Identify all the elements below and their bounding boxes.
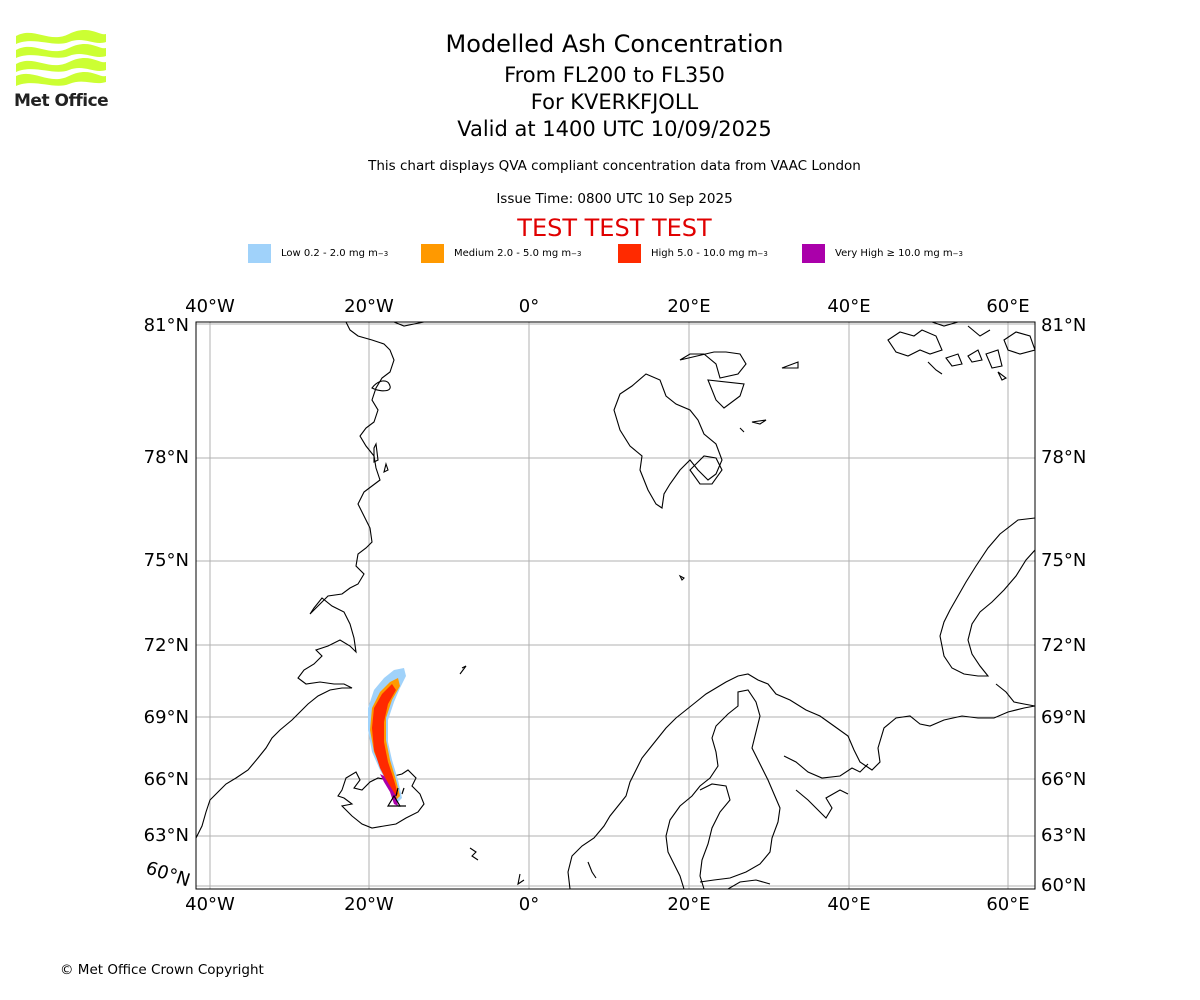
- lat-label-corner: 60°N: [143, 857, 193, 891]
- lon-label-top-0: 40°W: [185, 296, 235, 317]
- map-frame: [195, 321, 1036, 890]
- lon-label-top-1: 20°W: [344, 296, 394, 317]
- novaya-zemlya-coastline: [939, 517, 1035, 677]
- lat-label-left-2: 75°N: [144, 550, 189, 571]
- issue-time: Issue Time: 0800 UTC 10 Sep 2025: [496, 191, 733, 207]
- lon-label-bottom-0: 40°W: [185, 894, 235, 915]
- lon-label-bottom-2: 0°: [519, 894, 539, 915]
- greenland-coastline: [196, 322, 395, 839]
- ash-very-high-region: [380, 774, 398, 806]
- legend-item-high: High 5.0 - 10.0 mg m −3: [618, 244, 768, 263]
- axis-labels: 40°W 20°W 0° 20°E 40°E 60°E 40°W 20°W 0°…: [143, 296, 1086, 915]
- copyright-notice: © Met Office Crown Copyright: [60, 962, 264, 978]
- lat-label-left-3: 72°N: [144, 635, 189, 656]
- lat-label-left-5: 66°N: [144, 769, 189, 790]
- legend-swatch-very-high: [802, 244, 825, 263]
- lat-label-right-6: 63°N: [1041, 825, 1086, 846]
- chart-description: This chart displays QVA compliant concen…: [368, 158, 861, 174]
- lat-label-right-5: 66°N: [1041, 769, 1086, 790]
- lon-label-top-2: 0°: [519, 296, 539, 317]
- legend-label-very-high: Very High ≥ 10.0 mg m: [835, 248, 953, 259]
- lat-label-left-4: 69°N: [144, 707, 189, 728]
- lat-label-right-2: 75°N: [1041, 550, 1086, 571]
- flight-level-range: From FL200 to FL350: [504, 63, 725, 87]
- met-office-logo: [14, 29, 109, 112]
- iceland-coastline: [337, 769, 425, 829]
- coastlines: [196, 322, 1035, 889]
- valid-time: Valid at 1400 UTC 10/09/2025: [457, 117, 772, 141]
- ash-plume: [368, 668, 406, 807]
- volcano-name: For KVERKFJOLL: [530, 90, 699, 114]
- chart-title: Modelled Ash Concentration: [445, 30, 784, 58]
- legend-item-low: Low 0.2 - 2.0 mg m −3: [248, 244, 388, 263]
- legend-label-high: High 5.0 - 10.0 mg m: [651, 248, 758, 259]
- legend-swatch-low: [248, 244, 271, 263]
- legend-item-very-high: Very High ≥ 10.0 mg m −3: [802, 244, 963, 263]
- met-office-wave-icon: [16, 29, 106, 86]
- legend-swatch-high: [618, 244, 641, 263]
- legend-item-medium: Medium 2.0 - 5.0 mg m −3: [421, 244, 581, 263]
- lat-label-right-3: 72°N: [1041, 635, 1086, 656]
- lon-label-top-3: 20°E: [667, 296, 710, 317]
- legend-swatch-medium: [421, 244, 444, 263]
- lat-label-left-6: 63°N: [144, 825, 189, 846]
- logo-text: Met Office: [14, 91, 109, 111]
- lat-label-left-1: 78°N: [144, 447, 189, 468]
- lat-label-right-7: 60°N: [1041, 875, 1086, 896]
- lat-label-right-0: 81°N: [1041, 315, 1086, 336]
- lon-label-bottom-1: 20°W: [344, 894, 394, 915]
- scandinavia-coastline: [567, 673, 1035, 889]
- ash-high-region: [372, 684, 398, 798]
- lon-label-bottom-5: 60°E: [986, 894, 1029, 915]
- lat-label-right-1: 78°N: [1041, 447, 1086, 468]
- lat-label-right-4: 69°N: [1041, 707, 1086, 728]
- graticule: [196, 322, 1035, 889]
- test-banner: TEST TEST TEST: [517, 214, 712, 242]
- lat-label-left-0: 81°N: [144, 315, 189, 336]
- legend-label-low: Low 0.2 - 2.0 mg m: [281, 248, 378, 259]
- lon-label-top-5: 60°E: [986, 296, 1029, 317]
- lon-label-bottom-3: 20°E: [667, 894, 710, 915]
- legend-label-medium: Medium 2.0 - 5.0 mg m: [454, 248, 572, 259]
- svalbard-coastline: [613, 373, 723, 509]
- lon-label-bottom-4: 40°E: [827, 894, 870, 915]
- volcano-icon: [386, 787, 406, 807]
- lon-label-top-4: 40°E: [827, 296, 870, 317]
